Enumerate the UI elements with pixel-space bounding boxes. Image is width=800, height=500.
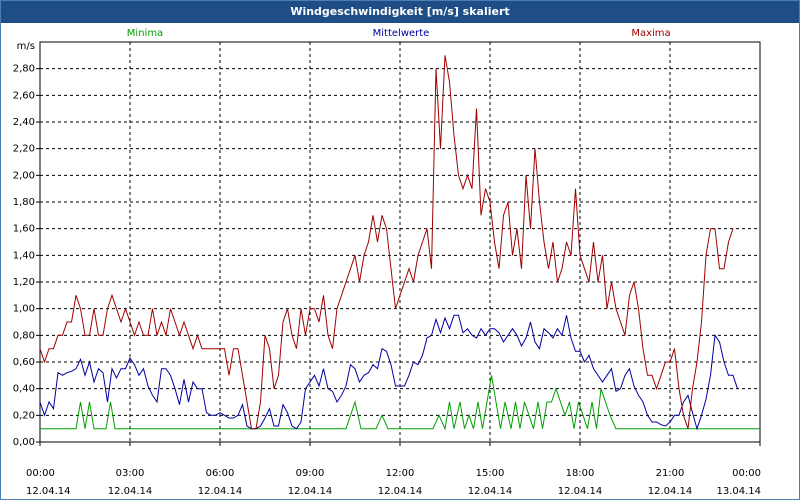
y-tick-label: 0,20 <box>13 410 35 421</box>
x-tick-time: 00:00 <box>732 468 761 479</box>
y-tick-label: 0,00 <box>13 437 35 448</box>
series-line-minima <box>40 375 760 431</box>
y-tick-label: 1,80 <box>13 197 35 208</box>
x-tick-date: 13.04.14 <box>716 486 761 497</box>
series-line-maxima <box>39 55 734 430</box>
x-tick-time: 18:00 <box>566 468 595 479</box>
x-tick-date: 12.04.14 <box>288 486 333 497</box>
series-line-mittelwerte <box>39 314 738 431</box>
x-tick-time: 12:00 <box>386 468 415 479</box>
x-tick-time: 06:00 <box>206 468 235 479</box>
x-tick-date: 12.04.14 <box>648 486 693 497</box>
y-tick-label: 1,60 <box>13 224 35 235</box>
y-tick-label: 0,40 <box>13 384 35 395</box>
x-tick-time: 03:00 <box>116 468 145 479</box>
x-tick-time: 21:00 <box>656 468 685 479</box>
y-tick-label: 2,40 <box>13 117 35 128</box>
window-title: Windgeschwindigkeit [m/s] skaliert <box>1 1 799 23</box>
legend-minima: Minima <box>127 28 163 39</box>
x-tick-date: 12.04.14 <box>26 486 71 497</box>
y-tick-label: 0,60 <box>13 357 35 368</box>
y-tick-label: 1,20 <box>13 277 35 288</box>
x-tick-date: 12.04.14 <box>378 486 423 497</box>
x-tick-date: 12.04.14 <box>108 486 153 497</box>
y-tick-label: 2,20 <box>13 144 35 155</box>
y-tick-label: 2,00 <box>13 170 35 181</box>
legend-mittelwerte: Mittelwerte <box>373 28 430 39</box>
x-tick-time: 00:00 <box>26 468 55 479</box>
y-tick-label: 2,80 <box>13 64 35 75</box>
y-tick-label: 1,40 <box>13 250 35 261</box>
y-tick-label: 2,60 <box>13 90 35 101</box>
x-tick-time: 15:00 <box>476 468 505 479</box>
x-tick-date: 12.04.14 <box>468 486 513 497</box>
y-axis-unit: m/s <box>17 41 35 52</box>
y-tick-label: 0,80 <box>13 330 35 341</box>
x-tick-time: 09:00 <box>296 468 325 479</box>
x-tick-date: 12.04.14 <box>558 486 603 497</box>
legend-maxima: Maxima <box>631 28 670 39</box>
y-tick-label: 1,00 <box>13 304 35 315</box>
x-tick-date: 12.04.14 <box>198 486 243 497</box>
